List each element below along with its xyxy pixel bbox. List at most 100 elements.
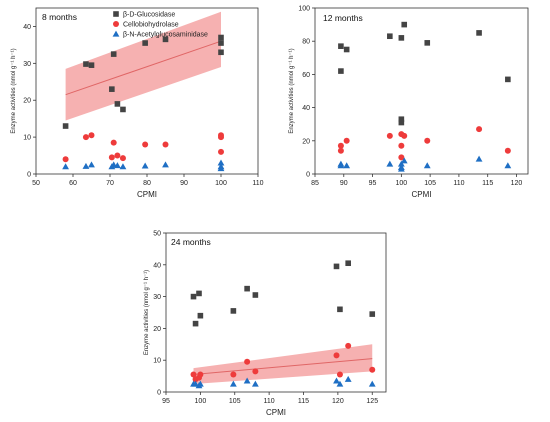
data-point-circle	[230, 371, 237, 378]
data-point-square	[338, 68, 344, 74]
x-tick-label: 90	[180, 180, 188, 187]
data-point-circle	[504, 147, 511, 154]
data-point-square	[109, 86, 115, 92]
data-point-triangle	[162, 161, 169, 168]
x-axis-label: CPMI	[266, 408, 286, 417]
data-point-circle	[218, 148, 224, 155]
data-point-square	[252, 292, 259, 298]
panel-title: 24 months	[171, 237, 211, 247]
data-point-square	[345, 260, 351, 267]
legend-label: Cellobiohydrolase	[123, 22, 179, 29]
data-point-square	[88, 62, 95, 68]
data-point-square	[83, 61, 89, 67]
data-point-triangle	[217, 159, 225, 166]
data-point-circle	[197, 371, 204, 378]
y-tick-label: 20	[302, 138, 310, 145]
data-point-circle	[345, 342, 352, 349]
y-tick-label: 40	[23, 24, 31, 31]
x-tick-label: 100	[195, 398, 207, 405]
x-tick-label: 95	[162, 398, 170, 405]
data-point-square	[197, 312, 204, 319]
data-point-triangle	[397, 165, 405, 172]
data-point-square	[190, 293, 197, 300]
y-tick-label: 40	[153, 262, 161, 269]
x-tick-label: 110	[264, 398, 275, 405]
x-tick-label: 120	[332, 398, 344, 405]
x-tick-label: 105	[424, 180, 436, 187]
data-point-triangle	[141, 162, 149, 169]
x-tick-label: 85	[311, 180, 319, 187]
x-tick-label: 110	[252, 180, 263, 187]
plot-frame	[165, 232, 387, 393]
data-point-triangle	[386, 160, 394, 167]
x-tick-label: 60	[69, 180, 77, 187]
data-point-square	[398, 116, 405, 123]
data-point-circle	[336, 371, 343, 378]
data-point-square	[114, 101, 121, 107]
data-point-triangle	[368, 380, 376, 387]
panel-2: 85 90 95 100 105 110 115 120 0 20 40 60 80 100 CPMI Enz…	[289, 6, 529, 199]
data-point-triangle	[196, 380, 204, 387]
data-point-triangle	[243, 377, 251, 384]
data-point-circle	[337, 142, 344, 149]
data-point-circle	[401, 132, 408, 139]
data-point-circle	[252, 368, 259, 375]
data-point-square	[369, 311, 376, 317]
panel-1: 50 60 70 80 90 100 110 0 10 20 30 40 CPMI Enzyme acti…	[11, 7, 264, 199]
data-point-circle	[88, 132, 95, 139]
data-point-square	[218, 34, 224, 41]
y-tick-label: 0	[306, 172, 310, 179]
y-tick-label: 50	[153, 231, 161, 238]
y-tick-label: 40	[302, 105, 310, 112]
x-tick-label: 70	[106, 180, 114, 187]
data-point-square	[505, 76, 511, 83]
y-tick-label: 30	[23, 61, 31, 68]
data-point-square	[110, 51, 117, 57]
x-axis-label: CPMI	[137, 190, 157, 199]
data-point-triangle	[217, 165, 225, 172]
y-tick-label: 30	[153, 294, 161, 301]
data-point-square	[387, 33, 393, 40]
x-axis-label: CPMI	[412, 190, 432, 199]
data-point-circle	[108, 154, 115, 161]
panel-3: 95 100 105 110 115 120 125 0 10 20 30 40 50 CPMI Enzym…	[144, 231, 387, 417]
confidence-band	[65, 11, 221, 121]
data-point-square	[343, 46, 350, 53]
panel-title: 8 months	[42, 12, 77, 22]
x-tick-label: 100	[396, 180, 408, 187]
data-point-triangle	[504, 162, 512, 169]
data-point-triangle	[475, 155, 483, 162]
x-tick-label: 115	[298, 398, 309, 405]
x-tick-label: 110	[453, 180, 464, 187]
y-tick-label: 10	[23, 135, 31, 142]
data-point-circle	[190, 371, 197, 378]
y-tick-label: 80	[302, 39, 310, 46]
data-point-circle	[142, 141, 149, 148]
data-point-triangle	[397, 160, 405, 167]
y-tick-label: 0	[27, 172, 31, 179]
data-point-circle	[82, 134, 89, 141]
panel-title: 12 months	[323, 13, 363, 23]
data-point-triangle	[333, 377, 340, 384]
x-tick-label: 80	[143, 180, 151, 187]
data-point-square	[142, 40, 148, 46]
data-point-square	[230, 308, 237, 314]
data-point-triangle	[343, 162, 351, 169]
data-point-circle	[369, 366, 376, 373]
legend-label: β-N-Acetylglucosaminidase	[123, 32, 208, 39]
plot-frame	[314, 7, 529, 175]
y-tick-label: 0	[157, 390, 161, 397]
data-point-square	[192, 320, 199, 327]
data-point-square	[398, 119, 405, 126]
data-point-triangle	[344, 375, 352, 382]
data-point-circle	[476, 126, 483, 133]
x-tick-label: 95	[369, 180, 377, 187]
y-tick-label: 60	[302, 72, 310, 79]
data-point-circle	[244, 358, 251, 365]
data-point-circle	[398, 154, 405, 161]
x-tick-label: 105	[229, 398, 241, 405]
data-point-circle	[398, 142, 405, 149]
y-tick-label: 20	[23, 98, 31, 105]
x-tick-label: 50	[32, 180, 40, 187]
